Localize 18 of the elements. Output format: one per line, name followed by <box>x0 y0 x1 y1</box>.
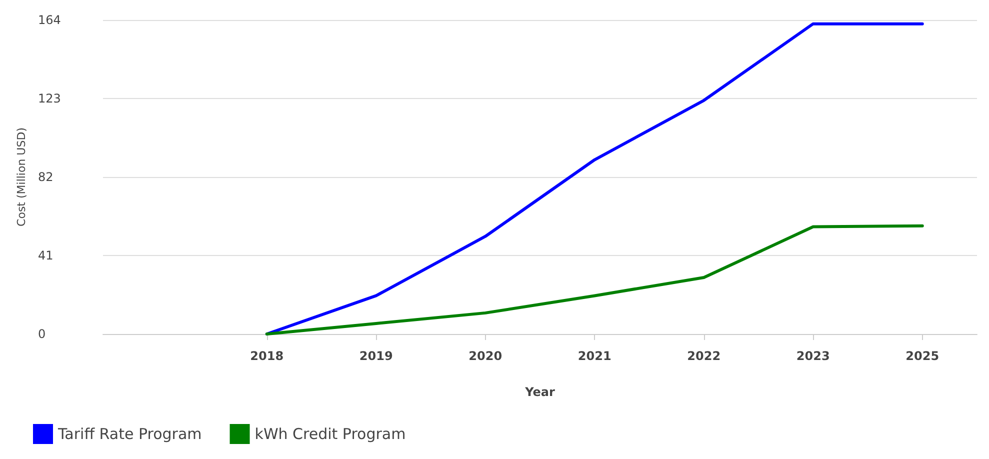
y-axis-title: Cost (Million USD) <box>15 128 28 226</box>
line-series <box>265 22 924 336</box>
x-tick-label: 2019 <box>359 349 393 363</box>
x-tick-label: 2025 <box>906 349 940 363</box>
x-tick-label: 2020 <box>468 349 502 363</box>
y-tick-label: 82 <box>38 170 54 184</box>
y-tick-label: 164 <box>38 13 61 27</box>
x-tick-label: 2021 <box>578 349 612 363</box>
legend-label: kWh Credit Program <box>254 425 406 443</box>
x-tick-label: 2022 <box>687 349 721 363</box>
y-tick-label: 123 <box>38 92 61 106</box>
x-tick-label: 2023 <box>796 349 830 363</box>
legend-label: Tariff Rate Program <box>57 425 202 443</box>
x-axis-title: Year <box>524 385 555 399</box>
line-series <box>265 224 924 336</box>
y-tick-label: 41 <box>38 248 54 262</box>
x-tick-label: 2018 <box>250 349 284 363</box>
y-tick-label: 0 <box>38 327 46 341</box>
